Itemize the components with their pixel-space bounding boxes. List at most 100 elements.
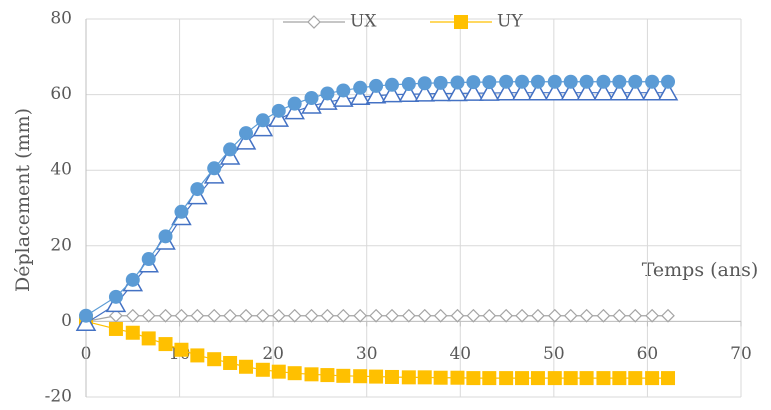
point bbox=[369, 78, 384, 93]
point bbox=[401, 308, 416, 323]
point bbox=[447, 82, 468, 102]
point bbox=[349, 86, 371, 105]
x-tick-label: 40 bbox=[449, 344, 471, 364]
point bbox=[414, 83, 436, 102]
point bbox=[628, 74, 643, 89]
point bbox=[466, 75, 481, 90]
point bbox=[304, 91, 319, 106]
point bbox=[596, 371, 611, 386]
x-tick-label: 60 bbox=[637, 344, 659, 364]
point bbox=[255, 113, 270, 128]
point bbox=[125, 325, 140, 340]
point bbox=[544, 82, 566, 101]
point bbox=[223, 355, 238, 370]
point bbox=[628, 371, 643, 386]
point bbox=[174, 204, 189, 219]
point bbox=[579, 371, 594, 386]
point bbox=[320, 308, 335, 323]
point bbox=[401, 370, 416, 385]
point bbox=[645, 371, 660, 386]
point bbox=[450, 308, 465, 323]
legend-label: UY bbox=[497, 12, 523, 32]
point bbox=[190, 182, 205, 197]
point bbox=[239, 126, 254, 141]
point bbox=[417, 76, 432, 91]
point bbox=[252, 118, 274, 137]
y-tick-label: 20 bbox=[50, 235, 72, 255]
point bbox=[624, 82, 646, 101]
legend-label: UX bbox=[350, 12, 377, 32]
point bbox=[125, 308, 140, 323]
point bbox=[174, 342, 189, 357]
point bbox=[271, 308, 286, 323]
point bbox=[657, 82, 679, 101]
point bbox=[628, 308, 643, 323]
point bbox=[430, 82, 451, 102]
point bbox=[304, 308, 319, 323]
point bbox=[450, 75, 465, 90]
point bbox=[320, 86, 335, 101]
y-tick-label: 0 bbox=[61, 311, 72, 331]
point bbox=[645, 308, 659, 323]
point bbox=[547, 308, 562, 323]
point bbox=[495, 82, 517, 101]
point bbox=[287, 308, 302, 323]
point bbox=[560, 82, 581, 101]
y-tick-label: -20 bbox=[45, 387, 72, 407]
point bbox=[223, 142, 238, 157]
series-line bbox=[85, 81, 669, 317]
point bbox=[384, 369, 399, 384]
point bbox=[385, 308, 399, 323]
point bbox=[353, 308, 368, 323]
point bbox=[547, 74, 562, 89]
legend-marker bbox=[307, 15, 321, 29]
point bbox=[645, 74, 660, 89]
point bbox=[384, 77, 399, 92]
point bbox=[271, 364, 286, 379]
point bbox=[336, 308, 351, 323]
series-line bbox=[85, 92, 669, 324]
point bbox=[499, 371, 514, 386]
point bbox=[612, 74, 627, 89]
point bbox=[320, 368, 335, 383]
point bbox=[417, 308, 432, 323]
point bbox=[530, 371, 545, 386]
point bbox=[661, 74, 676, 89]
point bbox=[547, 371, 562, 386]
point bbox=[398, 83, 420, 102]
point bbox=[381, 84, 403, 103]
point bbox=[482, 75, 497, 90]
point bbox=[256, 308, 270, 323]
point bbox=[433, 308, 448, 323]
point bbox=[79, 308, 93, 323]
point bbox=[365, 85, 387, 104]
point bbox=[255, 362, 270, 377]
point bbox=[661, 308, 675, 323]
point bbox=[235, 131, 257, 150]
point bbox=[317, 91, 338, 110]
point bbox=[466, 308, 481, 323]
point bbox=[596, 74, 611, 89]
point bbox=[268, 108, 290, 127]
y-axis-label: Déplacement (mm) bbox=[12, 108, 34, 292]
point bbox=[287, 96, 302, 111]
x-tick-label: 20 bbox=[262, 344, 284, 364]
point bbox=[304, 367, 319, 382]
point bbox=[661, 371, 676, 386]
point bbox=[527, 82, 549, 101]
point bbox=[579, 308, 594, 323]
point bbox=[207, 352, 222, 367]
point bbox=[239, 359, 254, 374]
point bbox=[515, 74, 530, 89]
point bbox=[369, 308, 383, 323]
point bbox=[353, 369, 368, 384]
point bbox=[531, 308, 545, 323]
point bbox=[141, 252, 156, 267]
point bbox=[463, 82, 484, 101]
point bbox=[433, 370, 448, 385]
point bbox=[612, 308, 627, 323]
point bbox=[482, 371, 497, 386]
point bbox=[515, 308, 529, 323]
point bbox=[239, 308, 253, 323]
